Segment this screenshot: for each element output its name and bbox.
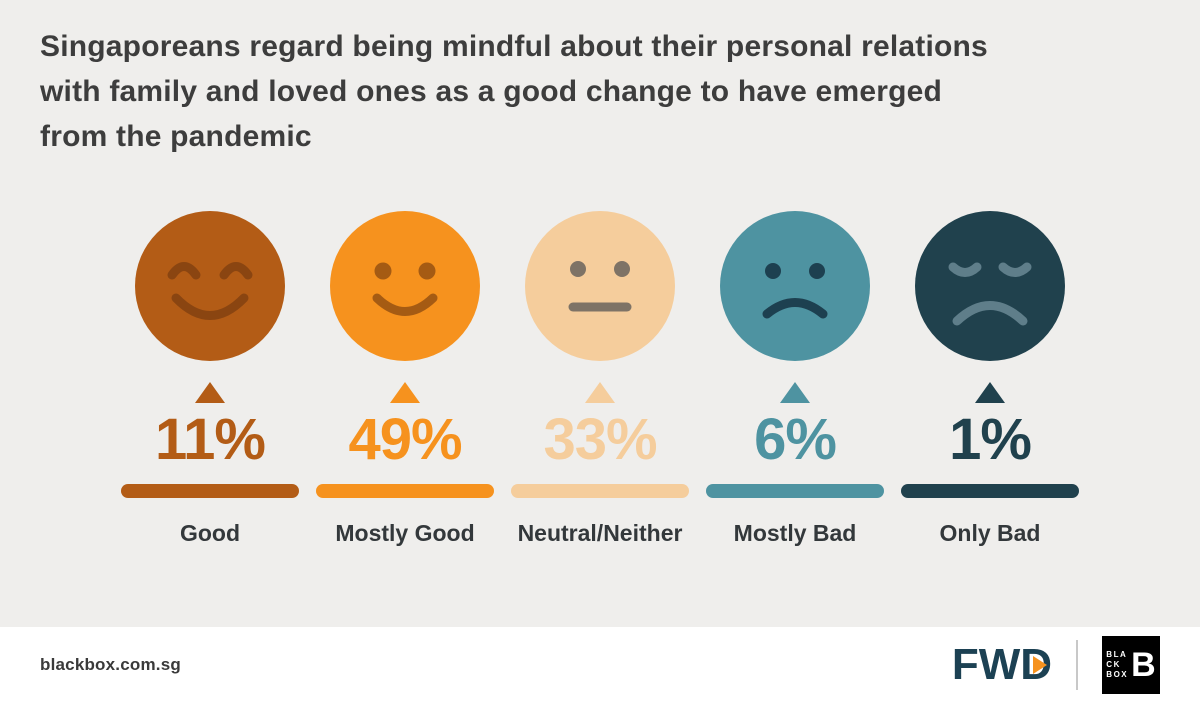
blackbox-logo: BLA CK BOX B — [1102, 636, 1160, 694]
sentiment-column-mostly-bad: 6% Mostly Bad — [698, 211, 893, 547]
brand-logos: FWD BLA CK BOX B — [952, 636, 1160, 694]
blackbox-line: BOX — [1106, 670, 1129, 679]
category-label: Neutral/Neither — [517, 519, 683, 546]
sentiment-column-only-bad: 1% Only Bad — [893, 211, 1088, 547]
sad-face-icon — [720, 211, 870, 361]
blackbox-line: CK — [1106, 660, 1121, 669]
fwd-arrow-icon — [1033, 656, 1047, 674]
triangle-pointer-icon — [390, 382, 420, 403]
percent-value: 6% — [754, 407, 837, 472]
sentiment-column-good: 11% Good — [113, 211, 308, 547]
sentiment-column-mostly-good: 49% Mostly Good — [308, 211, 503, 547]
source-url: blackbox.com.sg — [40, 655, 181, 674]
page-title: Singaporeans regard being mindful about … — [40, 30, 988, 153]
percent-value: 33% — [543, 407, 657, 472]
logo-divider — [1076, 640, 1078, 690]
happy-face-icon — [330, 211, 480, 361]
category-label: Mostly Bad — [733, 519, 857, 546]
footer: blackbox.com.sg FWD BLA CK BOX B — [0, 627, 1200, 703]
fwd-logo: FWD — [952, 643, 1052, 687]
color-bar — [901, 483, 1079, 498]
percent-value: 1% — [949, 407, 1032, 472]
color-bar — [316, 483, 494, 498]
triangle-pointer-icon — [780, 382, 810, 403]
triangle-pointer-icon — [585, 382, 615, 403]
triangle-pointer-icon — [195, 382, 225, 403]
triangle-pointer-icon — [975, 382, 1005, 403]
color-bar — [511, 483, 689, 498]
neutral-face-icon — [525, 211, 675, 361]
percent-value: 49% — [348, 407, 462, 472]
very-sad-face-icon — [915, 211, 1065, 361]
category-label: Only Bad — [939, 519, 1041, 546]
percent-value: 11% — [155, 407, 266, 472]
sentiment-chart: 11% Good 49% Mostly Good 33% Neutral/Nei… — [0, 211, 1200, 547]
color-bar — [706, 483, 884, 498]
color-bar — [121, 483, 299, 498]
blackbox-line: BLA — [1106, 650, 1128, 659]
category-label: Good — [179, 519, 241, 546]
blackbox-b-glyph: B — [1131, 646, 1156, 684]
blackbox-logo-text: BLA CK BOX — [1106, 650, 1128, 680]
category-label: Mostly Good — [335, 519, 475, 546]
sentiment-column-neutral: 33% Neutral/Neither — [503, 211, 698, 547]
very-happy-face-icon — [135, 211, 285, 361]
